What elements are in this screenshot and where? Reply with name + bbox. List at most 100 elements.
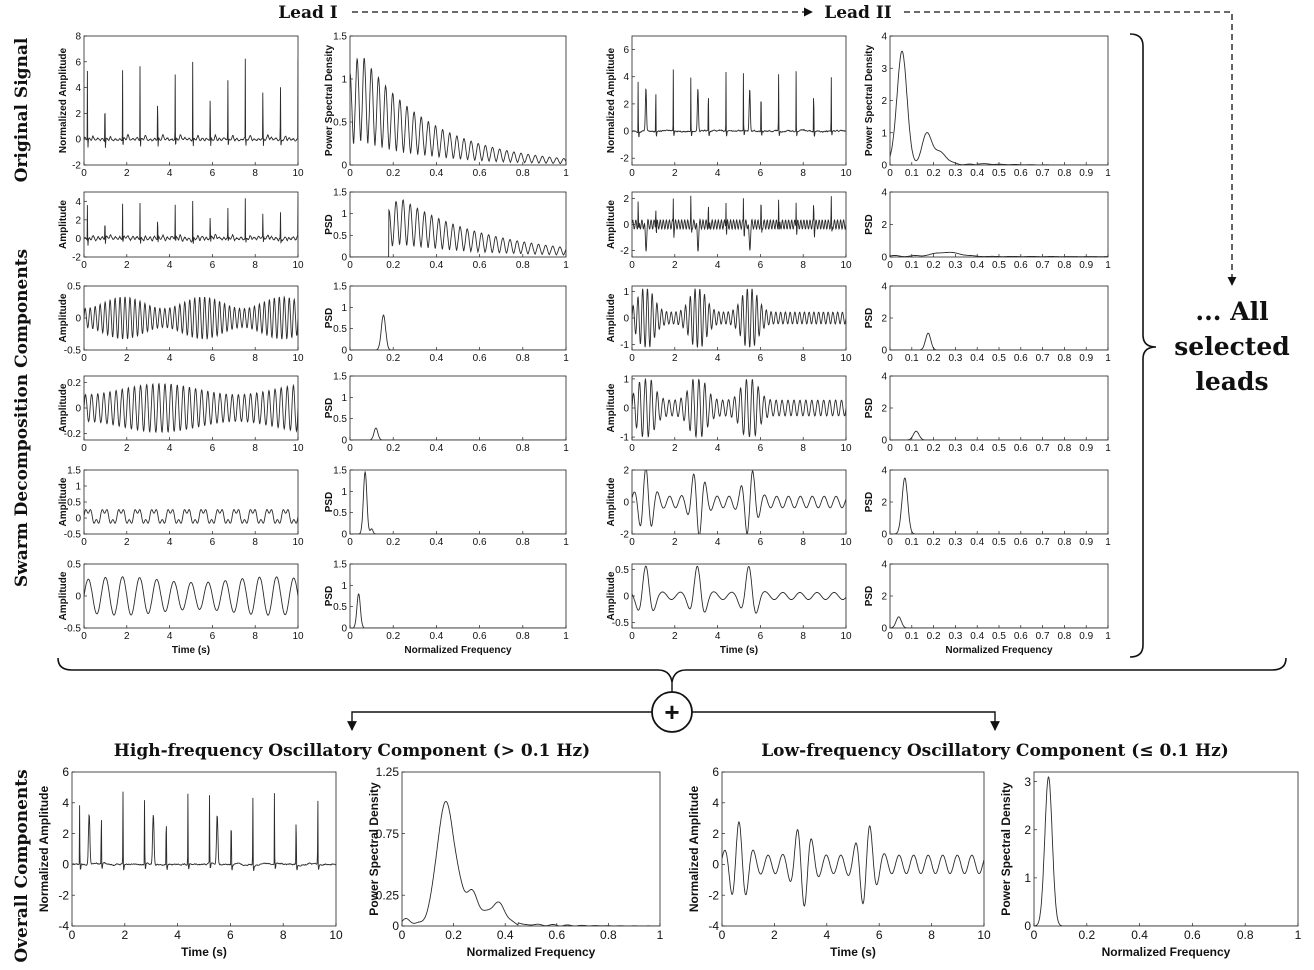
y-tick-label: 0.2 bbox=[67, 378, 81, 389]
y-tick-label: 6 bbox=[712, 765, 719, 779]
x-tick-label: 0 bbox=[887, 260, 893, 271]
y-tick-label: 0 bbox=[712, 858, 719, 872]
x-axis-label: Time (s) bbox=[720, 645, 758, 656]
y-tick-label: 0 bbox=[623, 498, 629, 509]
x-tick-label: 1 bbox=[563, 537, 569, 548]
plot-frame bbox=[83, 191, 299, 258]
lead-1-label: Lead I bbox=[278, 3, 338, 23]
y-tick-label: 1 bbox=[623, 287, 629, 298]
series-line bbox=[84, 509, 298, 524]
y-tick-label: 2 bbox=[881, 314, 887, 325]
split-arrow-right bbox=[692, 711, 1000, 731]
x-tick-label: 0.2 bbox=[927, 443, 941, 454]
y-tick-label: 2 bbox=[75, 109, 81, 120]
y-tick-label: 0 bbox=[75, 135, 81, 146]
x-tick-label: 0.3 bbox=[948, 631, 962, 642]
x-tick-label: 6 bbox=[876, 928, 883, 942]
x-tick-label: 8 bbox=[252, 168, 258, 179]
y-tick-label: 0 bbox=[881, 346, 887, 357]
x-tick-label: 0.1 bbox=[905, 353, 919, 364]
x-tick-label: 2 bbox=[124, 353, 130, 364]
y-tick-label: 0.5 bbox=[615, 565, 629, 576]
x-tick-label: 0.2 bbox=[927, 260, 941, 271]
x-tick-label: 0.2 bbox=[386, 260, 400, 271]
x-tick-label: 0 bbox=[81, 168, 87, 179]
y-tick-label: 6 bbox=[623, 45, 629, 56]
y-tick-label: 4 bbox=[623, 72, 629, 83]
y-tick-label: -0.5 bbox=[64, 530, 82, 541]
x-tick-label: 0.2 bbox=[927, 631, 941, 642]
x-tick-label: 10 bbox=[292, 443, 304, 454]
x-tick-label: 0.8 bbox=[1237, 928, 1254, 942]
x-tick-label: 0.8 bbox=[1057, 443, 1071, 454]
y-tick-label: 0 bbox=[1024, 919, 1031, 933]
y-tick-label: 0 bbox=[881, 161, 887, 172]
series-line bbox=[890, 251, 1108, 257]
y-axis-label: Amplitude bbox=[606, 293, 617, 342]
y-tick-label: -2 bbox=[708, 888, 719, 902]
x-tick-label: 4 bbox=[167, 443, 173, 454]
y-tick-label: -0.5 bbox=[612, 618, 630, 629]
series-line bbox=[84, 58, 298, 148]
y-tick-label: 0 bbox=[75, 514, 81, 525]
bottom-bracket bbox=[57, 657, 1287, 683]
x-tick-label: 2 bbox=[124, 443, 130, 454]
plot-frame bbox=[349, 285, 567, 351]
y-tick-label: 4 bbox=[75, 197, 81, 208]
plot-frame bbox=[83, 563, 299, 629]
x-tick-label: 4 bbox=[715, 260, 721, 271]
y-tick-label: 8 bbox=[75, 32, 81, 43]
plot-frame bbox=[721, 771, 985, 927]
y-tick-label: 1 bbox=[341, 487, 347, 498]
y-tick-label: 4 bbox=[881, 560, 887, 571]
x-tick-label: 1 bbox=[1105, 537, 1111, 548]
x-tick-label: 6 bbox=[758, 353, 764, 364]
series-line bbox=[632, 565, 846, 614]
x-tick-label: 0.3 bbox=[948, 168, 962, 179]
x-tick-label: 0.7 bbox=[1036, 353, 1050, 364]
x-tick-label: 0.4 bbox=[497, 928, 514, 942]
x-tick-label: 0 bbox=[887, 353, 893, 364]
x-tick-label: 0.7 bbox=[1036, 443, 1050, 454]
y-tick-label: 3 bbox=[881, 64, 887, 75]
plot-frame bbox=[631, 35, 847, 166]
all-leads-arrow bbox=[904, 11, 1237, 286]
x-tick-label: 0 bbox=[1031, 928, 1038, 942]
x-tick-label: 0.6 bbox=[548, 928, 565, 942]
y-axis-label: Normalized Amplitude bbox=[606, 47, 617, 153]
y-tick-label: -2 bbox=[58, 888, 69, 902]
x-tick-label: 4 bbox=[823, 928, 830, 942]
y-tick-label: 0.5 bbox=[333, 118, 347, 129]
x-tick-label: 0 bbox=[629, 260, 635, 271]
x-tick-label: 0 bbox=[629, 168, 635, 179]
x-tick-label: 10 bbox=[292, 353, 304, 364]
x-tick-label: 6 bbox=[758, 443, 764, 454]
x-tick-label: 0.4 bbox=[970, 631, 984, 642]
y-axis-label: PSD bbox=[324, 492, 335, 513]
y-tick-label: 0.5 bbox=[67, 498, 81, 509]
x-tick-label: 10 bbox=[840, 537, 852, 548]
x-tick-label: 8 bbox=[252, 537, 258, 548]
y-axis-label: Amplitude bbox=[58, 571, 69, 620]
x-tick-label: 0.6 bbox=[1184, 928, 1201, 942]
x-tick-label: 2 bbox=[672, 443, 678, 454]
y-tick-label: 0 bbox=[392, 919, 399, 933]
y-tick-label: 4 bbox=[62, 796, 69, 810]
x-tick-label: 8 bbox=[800, 353, 806, 364]
x-tick-label: 0.9 bbox=[1079, 260, 1093, 271]
chart-L2-c4-psd: 0 0.1 0.2 0.3 0.4 0.5 0.6 0.7 0.8 0.9 1 0 2 4 PSD bbox=[864, 466, 1111, 549]
x-tick-label: 0 bbox=[887, 168, 893, 179]
x-tick-label: 0.2 bbox=[386, 537, 400, 548]
x-tick-label: 0.8 bbox=[516, 443, 530, 454]
x-tick-label: 6 bbox=[758, 260, 764, 271]
y-tick-label: 0.5 bbox=[333, 414, 347, 425]
x-tick-label: 4 bbox=[715, 537, 721, 548]
x-tick-label: 0.9 bbox=[1079, 537, 1093, 548]
x-tick-label: 10 bbox=[329, 928, 343, 942]
x-tick-label: 8 bbox=[800, 537, 806, 548]
